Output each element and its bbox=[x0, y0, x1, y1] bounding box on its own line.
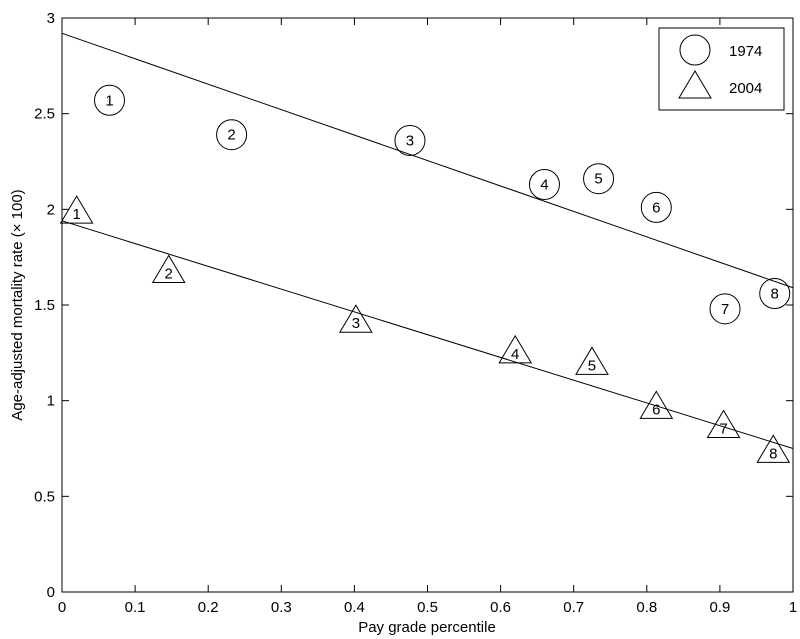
y-tick-label: 1 bbox=[47, 393, 55, 410]
x-tick-label: 0.2 bbox=[198, 599, 219, 616]
y-tick-label: 2 bbox=[47, 201, 55, 218]
point-label: 3 bbox=[352, 315, 360, 332]
data-point-2004-2: 2 bbox=[151, 254, 186, 283]
y-tick-label: 0 bbox=[47, 584, 55, 601]
data-point-1974-2: 2 bbox=[216, 119, 248, 151]
triangle-marker-icon bbox=[756, 434, 791, 463]
point-label: 7 bbox=[719, 420, 727, 437]
x-tick-label: 0.4 bbox=[344, 599, 365, 616]
triangle-marker-icon bbox=[151, 254, 186, 283]
point-label: 5 bbox=[594, 171, 602, 188]
data-point-2004-6: 6 bbox=[639, 390, 674, 419]
circle-marker-icon bbox=[583, 163, 615, 195]
point-label: 4 bbox=[540, 176, 548, 193]
triangle-marker-icon bbox=[59, 195, 94, 224]
data-point-1974-8: 8 bbox=[759, 278, 791, 310]
point-label: 7 bbox=[721, 301, 729, 318]
data-point-2004-1: 1 bbox=[59, 195, 94, 224]
y-axis-label: Age-adjusted mortality rate (× 100) bbox=[9, 189, 26, 420]
triangle-marker-icon bbox=[706, 409, 741, 438]
data-point-1974-4: 4 bbox=[528, 168, 560, 200]
data-point-1974-6: 6 bbox=[640, 191, 672, 223]
legend-box bbox=[658, 27, 785, 111]
x-tick-label: 0.9 bbox=[709, 599, 730, 616]
point-label: 8 bbox=[769, 445, 777, 462]
data-point-2004-4: 4 bbox=[498, 334, 533, 364]
x-tick-label: 0.7 bbox=[563, 599, 584, 616]
circle-marker-icon bbox=[216, 119, 248, 151]
x-tick-label: 0 bbox=[58, 599, 66, 616]
x-tick-label: 0.8 bbox=[636, 599, 657, 616]
data-point-1974-5: 5 bbox=[583, 163, 615, 195]
x-tick-label: 0.6 bbox=[490, 599, 511, 616]
legend-label-1974: 1974 bbox=[729, 43, 762, 60]
data-points: 1 2 3 4 5 6 7 8 1 2 3 4 5 6 7 8 bbox=[59, 84, 791, 463]
point-label: 2 bbox=[227, 127, 235, 144]
y-tick-label: 0.5 bbox=[34, 488, 55, 505]
data-point-1974-3: 3 bbox=[394, 124, 426, 156]
x-axis-label: Pay grade percentile bbox=[358, 619, 496, 636]
circle-marker-icon bbox=[640, 191, 672, 223]
circle-marker-icon bbox=[394, 124, 426, 156]
legend-marker-triangle-icon bbox=[678, 70, 712, 99]
data-point-2004-3: 3 bbox=[338, 304, 373, 333]
data-point-2004-8: 8 bbox=[756, 434, 791, 463]
data-point-2004-5: 5 bbox=[575, 346, 609, 375]
triangle-marker-icon bbox=[575, 346, 609, 375]
y-tick-label: 3 bbox=[47, 10, 55, 27]
x-tick-label: 0.5 bbox=[417, 599, 438, 616]
point-label: 3 bbox=[406, 132, 414, 149]
circle-marker-icon bbox=[759, 278, 791, 310]
point-label: 8 bbox=[771, 286, 779, 303]
circle-marker-icon bbox=[528, 168, 560, 200]
point-label: 2 bbox=[165, 265, 173, 282]
y-tick-label: 2.5 bbox=[34, 106, 55, 123]
circle-marker-icon bbox=[94, 84, 126, 116]
legend-marker-circle-icon bbox=[679, 34, 711, 66]
fit-line-2004 bbox=[61, 220, 794, 449]
triangle-marker-icon bbox=[639, 390, 674, 419]
data-point-1974-7: 7 bbox=[709, 293, 741, 325]
triangle-marker-icon bbox=[498, 334, 533, 364]
data-point-2004-7: 7 bbox=[706, 409, 741, 438]
y-tick-label: 1.5 bbox=[34, 297, 55, 314]
legend: 1974 2004 bbox=[658, 27, 785, 111]
point-label: 4 bbox=[511, 346, 519, 363]
x-tick-label: 0.3 bbox=[271, 599, 292, 616]
triangle-marker-icon bbox=[338, 304, 373, 333]
point-label: 6 bbox=[652, 401, 660, 418]
x-tick-label: 1 bbox=[789, 599, 797, 616]
point-label: 1 bbox=[72, 206, 80, 223]
point-label: 5 bbox=[588, 357, 596, 374]
point-label: 1 bbox=[105, 92, 113, 109]
data-point-1974-1: 1 bbox=[94, 84, 126, 116]
legend-label-2004: 2004 bbox=[729, 80, 762, 97]
axis-ticks: 0 0.1 0.2 0.3 0.4 0.5 0.6 0.7 0.8 0.9 1 0 0.5 1 1.5 2 2.… bbox=[34, 10, 797, 616]
x-tick-label: 0.1 bbox=[125, 599, 146, 616]
point-label: 6 bbox=[652, 199, 660, 216]
fit-lines bbox=[61, 32, 794, 449]
circle-marker-icon bbox=[709, 293, 741, 325]
fit-line-1974 bbox=[61, 32, 794, 289]
